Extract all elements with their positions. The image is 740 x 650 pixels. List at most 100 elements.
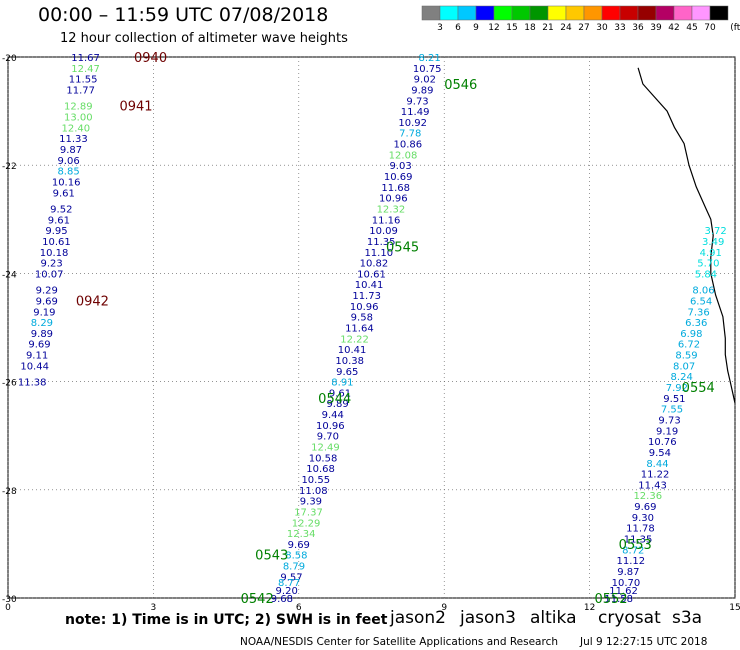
footer-note: note: 1) Time is in UTC; 2) SWH is in fe…	[65, 612, 388, 628]
wave-height-label: 11.38	[18, 378, 47, 389]
wave-height-label: 9.06	[57, 156, 79, 167]
wave-height-label: 13.00	[64, 113, 93, 124]
wave-height-label: 8.91	[331, 378, 353, 389]
wave-height-label: 9.87	[60, 145, 82, 156]
wave-height-label: 10.68	[306, 464, 335, 475]
wave-height-label: 8.21	[419, 53, 441, 64]
colorbar-label: 9	[473, 23, 479, 33]
wave-height-label: 11.77	[66, 85, 95, 96]
wave-height-label: 10.58	[309, 453, 338, 464]
wave-height-label: 8.58	[285, 551, 307, 562]
colorbar-label: 45	[686, 23, 697, 33]
y-tick-label: -24	[2, 270, 17, 280]
wave-height-label: 9.52	[50, 204, 72, 215]
wave-height-label: 10.75	[413, 64, 442, 75]
plot-frame	[7, 56, 736, 599]
legend-jason3: jason3	[460, 608, 516, 628]
wave-height-label: 9.65	[336, 367, 358, 378]
colorbar-swatch	[511, 5, 531, 21]
wave-height-label: 10.38	[335, 356, 364, 367]
wave-height-label: 9.69	[28, 340, 50, 351]
pass-label: 0553	[619, 538, 652, 553]
colorbar-label: 42	[668, 23, 679, 33]
wave-height-label: 9.95	[45, 226, 67, 237]
wave-height-label: 8.79	[283, 562, 305, 573]
wave-height-label: 9.61	[329, 388, 351, 399]
wave-height-label: 7.78	[399, 129, 421, 140]
wave-height-label: 8.59	[675, 351, 697, 362]
wave-height-label: 12.22	[340, 334, 369, 345]
colorbar-label: 39	[650, 23, 662, 33]
wave-height-label: 11.62	[609, 586, 638, 597]
wave-height-label: 9.20	[276, 586, 298, 597]
wave-height-label: 10.96	[350, 302, 379, 313]
wave-height-label: 10.41	[338, 345, 367, 356]
wave-height-label: 8.06	[692, 286, 714, 297]
pass-label: 0942	[76, 294, 109, 309]
wave-height-label: 10.96	[316, 421, 345, 432]
wave-height-label: 12.29	[292, 518, 321, 529]
y-tick-label: -30	[2, 595, 17, 605]
colorbar-label: 21	[542, 23, 553, 33]
colorbar-label: 33	[614, 23, 625, 33]
wave-height-label: 10.69	[384, 172, 413, 183]
wave-height-label: 8.24	[671, 372, 693, 383]
colorbar-label: 70	[704, 23, 716, 33]
x-tick-label: 15	[729, 603, 740, 613]
x-tick-label: 0	[5, 603, 11, 613]
colorbar-label: (ft)	[730, 23, 740, 33]
colorbar-label: 3	[437, 23, 443, 33]
colorbar-swatch	[547, 5, 567, 21]
x-tick-label: 9	[441, 603, 447, 613]
wave-height-label: 5.84	[695, 269, 717, 280]
wave-height-label: 9.87	[617, 567, 639, 578]
legend-s3a: s3a	[672, 608, 703, 628]
pass-label: 0546	[444, 78, 477, 93]
wave-height-label: 10.16	[52, 177, 81, 188]
colorbar-label: 36	[632, 23, 644, 33]
wave-height-label: 9.89	[326, 399, 348, 410]
colorbar-swatch	[493, 5, 513, 21]
wave-height-label: 10.96	[379, 194, 408, 205]
wave-height-label: 9.58	[351, 313, 373, 324]
wave-height-label: 9.61	[48, 215, 70, 226]
wave-height-label: 11.67	[71, 53, 100, 64]
wave-height-label: 10.82	[360, 259, 389, 270]
wave-height-label: 4.91	[700, 248, 722, 259]
wave-height-label: 6.98	[680, 329, 702, 340]
wave-height-label: 12.40	[62, 123, 91, 134]
wave-height-label: 9.57	[280, 572, 302, 583]
wave-height-label: 9.23	[40, 259, 62, 270]
wave-height-label: 6.36	[685, 318, 707, 329]
wave-height-label: 5.70	[697, 259, 719, 270]
wave-height-label: 8.29	[31, 318, 53, 329]
wave-height-label: 9.73	[658, 415, 680, 426]
y-tick-label: -22	[2, 162, 17, 172]
wave-height-label: 10.70	[612, 578, 641, 589]
colorbar-swatch	[655, 5, 675, 21]
wave-height-label: 9.02	[414, 75, 436, 86]
wave-height-label: 10.07	[35, 269, 64, 280]
wave-height-label: 17.37	[294, 507, 323, 518]
wave-height-label: 11.58	[604, 594, 633, 605]
wave-height-label: 10.76	[648, 437, 677, 448]
wave-height-label: 11.64	[345, 324, 374, 335]
wave-height-label: 9.69	[634, 502, 656, 513]
legend-cryosat: cryosat	[598, 608, 661, 628]
wave-height-label: 12.34	[287, 529, 316, 540]
wave-height-label: 9.61	[53, 188, 75, 199]
wave-height-label: 9.70	[317, 432, 339, 443]
y-tick-label: -26	[2, 379, 17, 389]
colorbar-label: 6	[455, 23, 461, 33]
wave-height-label: 11.55	[69, 75, 98, 86]
wave-height-label: 10.41	[355, 280, 384, 291]
colorbar-swatch	[421, 5, 441, 21]
wave-height-label: 9.54	[649, 448, 671, 459]
y-tick-label: -20	[2, 54, 17, 64]
wave-height-label: 11.43	[638, 480, 667, 491]
colorbar-swatch	[709, 5, 729, 21]
colorbar-swatch	[637, 5, 657, 21]
wave-height-label: 7.92	[666, 383, 688, 394]
wave-height-label: 11.68	[381, 183, 410, 194]
colorbar-swatch	[673, 5, 693, 21]
